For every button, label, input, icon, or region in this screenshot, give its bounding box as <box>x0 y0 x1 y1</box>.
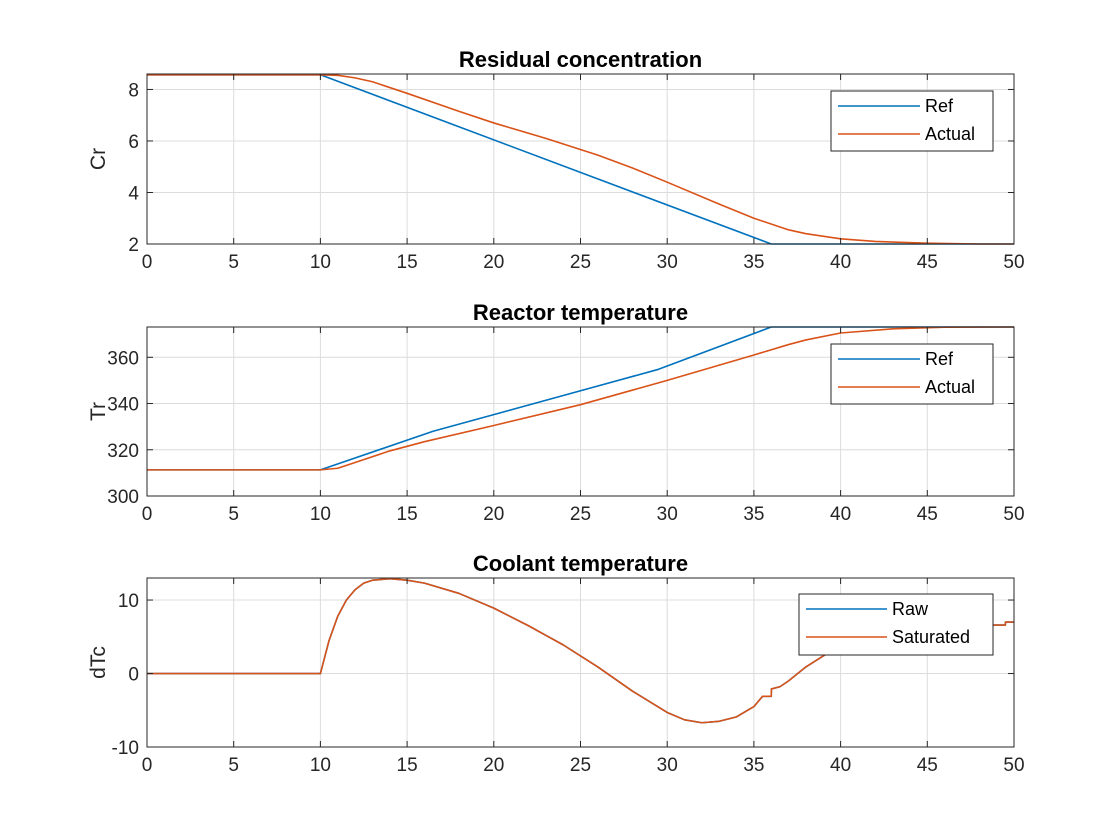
x-tick-label: 40 <box>830 252 851 273</box>
subplot-1: 0 5 10 15 20 25 30 35 40 45 50 2 4 6 8 Residual concent… <box>87 47 1025 273</box>
x-tick-label: 30 <box>657 755 678 776</box>
x-tick-label: 35 <box>743 755 764 776</box>
x-tick-label: 40 <box>830 504 851 525</box>
x-tick-label: 10 <box>310 504 331 525</box>
x-tick-label: 40 <box>830 755 851 776</box>
series-line-actual <box>147 326 1015 471</box>
legend-label-ref: Ref <box>925 96 954 116</box>
x-tick-label: 5 <box>228 252 239 273</box>
y-tick-label: 0 <box>128 665 139 686</box>
y-tick-label: 320 <box>107 441 139 462</box>
x-tick-label: 5 <box>228 755 239 776</box>
x-tick-label: 45 <box>917 755 938 776</box>
x-tick-label: 15 <box>397 504 418 525</box>
x-tick-label: 50 <box>1003 504 1024 525</box>
subplot-title: Residual concentration <box>459 47 702 72</box>
x-tick-label: 10 <box>310 755 331 776</box>
x-tick-label: 25 <box>570 755 591 776</box>
x-tick-label: 45 <box>917 252 938 273</box>
y-tick-label: 300 <box>107 487 139 508</box>
legend-label-saturated: Saturated <box>892 627 970 647</box>
x-tick-label: 35 <box>743 504 764 525</box>
x-tick-label: 20 <box>483 504 504 525</box>
y-tick-label: 4 <box>128 183 139 204</box>
x-tick-label: 5 <box>228 504 239 525</box>
x-tick-label: 25 <box>570 504 591 525</box>
subplot-title: Reactor temperature <box>473 300 688 325</box>
x-tick-label: 0 <box>142 755 153 776</box>
series-line-actual <box>147 73 1014 245</box>
x-tick-label: 25 <box>570 252 591 273</box>
x-tick-label: 45 <box>917 504 938 525</box>
x-tick-label: 10 <box>310 252 331 273</box>
x-tick-label: 50 <box>1003 755 1024 776</box>
y-tick-label: 360 <box>107 348 139 369</box>
legend: Ref Actual <box>830 343 994 405</box>
legend-label-actual: Actual <box>925 377 975 397</box>
x-tick-label: 20 <box>483 755 504 776</box>
y-tick-label: 6 <box>128 132 139 153</box>
x-tick-label: 30 <box>657 504 678 525</box>
legend: Raw Saturated <box>798 593 994 656</box>
legend-box <box>830 90 994 152</box>
x-tick-label: 35 <box>743 252 764 273</box>
subplot-2: 0 5 10 15 20 25 30 35 40 45 50 300 320 340 360 Reactor … <box>87 300 1025 525</box>
x-tick-label: 0 <box>142 504 153 525</box>
x-tick-label: 50 <box>1003 252 1024 273</box>
x-tick-label: 15 <box>397 252 418 273</box>
x-tick-label: 20 <box>483 252 504 273</box>
x-tick-label: 30 <box>657 252 678 273</box>
y-axis-label: Cr <box>87 148 110 170</box>
y-tick-label: -10 <box>112 738 139 759</box>
y-axis-label: Tr <box>87 402 110 421</box>
legend: Ref Actual <box>830 90 994 152</box>
y-axis-label: dTc <box>87 646 110 679</box>
y-tick-label: 10 <box>118 591 139 612</box>
y-tick-label: 2 <box>128 235 139 256</box>
y-tick-label: 340 <box>107 395 139 416</box>
x-tick-label: 0 <box>142 252 153 273</box>
y-tick-label: 8 <box>128 80 139 101</box>
legend-label-ref: Ref <box>925 349 954 369</box>
legend-box <box>798 593 994 656</box>
legend-box <box>830 343 994 405</box>
legend-label-actual: Actual <box>925 124 975 144</box>
legend-label-raw: Raw <box>892 599 929 619</box>
x-tick-label: 15 <box>397 755 418 776</box>
subplot-title: Coolant temperature <box>473 551 688 576</box>
